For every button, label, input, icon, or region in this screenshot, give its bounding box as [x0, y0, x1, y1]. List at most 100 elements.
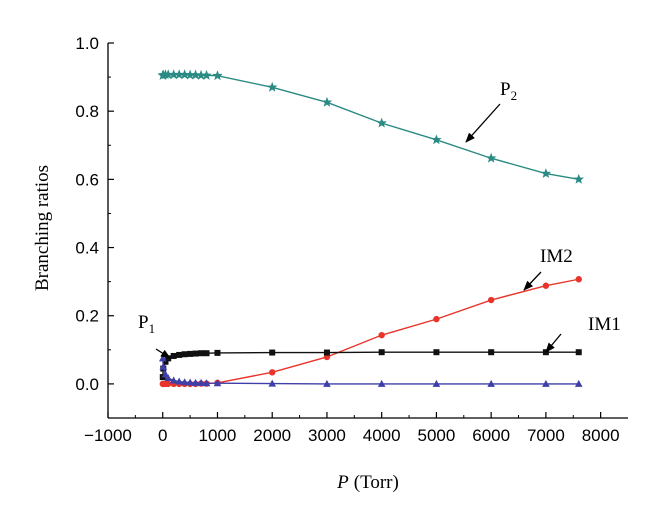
data-point — [214, 349, 221, 356]
data-point — [432, 379, 441, 387]
annotation-arrow — [545, 333, 562, 353]
x-tick-label: 7000 — [527, 426, 565, 445]
data-point — [191, 378, 200, 386]
annotation-label-main: IM1 — [588, 314, 621, 335]
data-point — [162, 69, 174, 80]
data-point — [195, 69, 207, 80]
data-point — [162, 358, 169, 365]
x-tick-label: 8000 — [582, 426, 620, 445]
annotation-3: IM1 — [545, 314, 621, 353]
series-line — [162, 351, 579, 378]
data-point — [323, 379, 331, 387]
annotation-2: IM2 — [523, 246, 573, 291]
x-tick-label: 6000 — [472, 426, 510, 445]
annotation-arrow — [523, 271, 542, 291]
data-point — [184, 69, 196, 80]
axes — [107, 43, 628, 419]
data-point — [269, 349, 276, 356]
data-point — [487, 296, 495, 304]
y-ticks: 0.0 0.2 0.4 0.6 0.8 1.0 — [75, 34, 114, 419]
x-tick-label: −1000 — [84, 426, 132, 445]
annotation-label: P2 — [500, 79, 517, 103]
annotation-arrow — [155, 348, 171, 359]
data-point — [323, 349, 330, 356]
annotation-label-main: P — [138, 312, 149, 333]
x-axis-title: P (Torr) — [336, 472, 399, 493]
data-point — [574, 379, 583, 387]
y-tick-label: 0.8 — [75, 102, 99, 121]
data-point — [203, 350, 210, 357]
data-point — [170, 352, 177, 359]
x-tick-label: 0 — [158, 426, 167, 445]
data-point — [266, 81, 278, 92]
data-point — [433, 315, 440, 323]
data-point — [431, 134, 442, 145]
data-point — [197, 378, 205, 386]
data-point — [198, 350, 205, 357]
data-point — [376, 117, 387, 128]
data-point — [487, 379, 495, 387]
data-point — [268, 379, 277, 387]
data-point — [161, 370, 170, 378]
data-point — [212, 70, 223, 81]
series-4 — [158, 354, 583, 387]
data-point — [176, 351, 183, 358]
data-point — [180, 378, 189, 386]
data-point — [485, 152, 497, 163]
data-point — [488, 349, 495, 356]
annotation-label-sub: 2 — [511, 88, 518, 103]
data-point — [542, 379, 550, 387]
x-tick-label: 5000 — [418, 426, 456, 445]
x-tick-label: 2000 — [253, 426, 291, 445]
series-3 — [159, 349, 582, 381]
data-point — [165, 380, 172, 388]
annotation-1: P2 — [465, 79, 517, 143]
data-point — [159, 362, 168, 370]
series-line — [162, 358, 579, 385]
series-1 — [157, 69, 584, 184]
x-tick-label: 4000 — [363, 426, 401, 445]
data-point — [190, 69, 201, 80]
y-tick-label: 0.6 — [75, 170, 99, 189]
y-tick-label: 0.0 — [75, 375, 99, 394]
data-point — [378, 349, 385, 356]
data-point — [378, 331, 385, 339]
annotation-arrow — [465, 103, 501, 143]
data-point — [181, 351, 188, 358]
series-group — [157, 69, 584, 388]
data-point — [187, 350, 194, 357]
data-point — [542, 282, 550, 289]
data-point — [213, 379, 222, 387]
annotation-label: IM2 — [540, 246, 573, 267]
data-point — [201, 69, 212, 80]
data-point — [164, 374, 173, 382]
annotation-4: P1 — [138, 312, 171, 359]
data-point — [269, 369, 276, 376]
y-tick-label: 0.2 — [75, 307, 99, 326]
data-point — [179, 69, 190, 80]
annotation-label: IM1 — [588, 314, 621, 335]
annotation-label-sub: 1 — [149, 321, 156, 336]
x-tick-label: 1000 — [199, 426, 237, 445]
x-ticks: −1000 0 1000 2000 3000 4000 5000 6000 7000 8000 — [84, 412, 620, 445]
data-point — [192, 350, 199, 357]
annotation-label-main: P — [500, 79, 511, 100]
y-axis-title: Branching ratios — [32, 165, 53, 291]
data-point — [175, 377, 183, 385]
y-tick-label: 1.0 — [75, 34, 99, 53]
data-point — [186, 378, 194, 386]
data-point — [202, 379, 211, 387]
x-axis-title-unit: (Torr) — [354, 472, 399, 493]
series-line — [162, 278, 579, 385]
data-point — [575, 276, 582, 283]
data-point — [377, 379, 386, 387]
data-point — [573, 173, 584, 184]
data-point — [433, 349, 440, 356]
annotation-label: P1 — [138, 312, 155, 336]
x-axis-title-var: P — [336, 472, 349, 493]
data-point — [173, 69, 185, 80]
series-2 — [159, 276, 582, 388]
data-point — [575, 349, 582, 356]
